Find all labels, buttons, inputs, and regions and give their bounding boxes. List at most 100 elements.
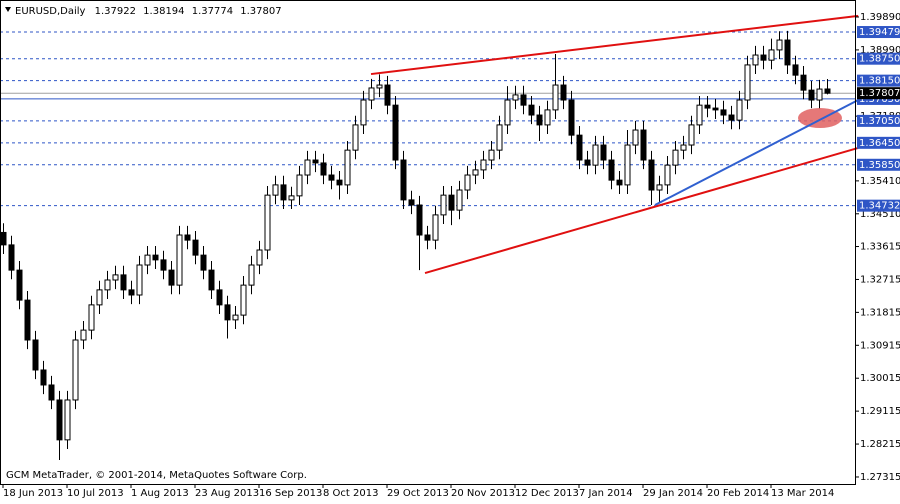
footer: GCM MetaTrader, © 2001-2014, MetaQuotes …	[6, 470, 307, 481]
candle-body	[104, 279, 111, 291]
candle-body	[456, 189, 463, 211]
candle-body	[824, 88, 831, 94]
axes: 1.398901.389901.371801.354101.345101.336…	[2, 12, 900, 499]
y-tick-label: 1.32715	[860, 274, 900, 285]
candle-body	[272, 184, 279, 196]
candle-body	[56, 399, 63, 441]
candle-body	[512, 94, 519, 101]
candle-body	[816, 88, 823, 101]
x-tick-label: 1 Aug 2013	[131, 488, 189, 499]
candle-body	[624, 144, 631, 186]
x-tick-label: 10 Jul 2013	[67, 488, 124, 499]
level-label: 1.38150	[859, 76, 900, 87]
candle-body	[264, 194, 271, 251]
y-tick-label: 1.35410	[860, 176, 900, 187]
symbol-icon	[5, 7, 11, 12]
level-label-box	[857, 52, 900, 65]
candle-body	[184, 234, 191, 241]
trendline	[370, 14, 859, 76]
candle-body	[144, 254, 151, 266]
x-tick-label: 16 Sep 2013	[259, 488, 322, 499]
low-value: 1.37774	[192, 6, 233, 17]
candle-body	[576, 134, 583, 161]
candle-body	[568, 99, 575, 136]
candle-body	[384, 84, 391, 106]
candle-body	[448, 194, 455, 211]
symbol: EURUSD,Daily	[15, 6, 86, 17]
candle-body	[360, 99, 367, 126]
candle-body	[520, 94, 527, 106]
candle-body	[224, 304, 231, 321]
candle-body	[344, 149, 351, 186]
candle-body	[0, 231, 7, 246]
candle-body	[128, 289, 135, 296]
candle-body	[600, 144, 607, 161]
candle-body	[200, 254, 207, 271]
level-label: 1.36450	[859, 138, 900, 149]
candle-body	[160, 259, 167, 271]
candle-body	[40, 369, 47, 386]
level-label-box	[857, 26, 900, 39]
candle-body	[152, 254, 159, 261]
candle-body	[440, 194, 447, 216]
candle-body	[168, 269, 175, 286]
candle-body	[120, 274, 127, 291]
candle-body	[312, 159, 319, 164]
close-value: 1.37807	[240, 6, 281, 17]
level-label: 1.39479	[859, 27, 900, 38]
candle-body	[608, 159, 615, 181]
candle-body	[336, 179, 343, 186]
candle-body	[136, 264, 143, 296]
candle-body	[208, 269, 215, 291]
candle-body	[792, 64, 799, 76]
y-tick-label: 1.28215	[860, 439, 900, 450]
x-tick-label: 20 Feb 2014	[707, 488, 769, 499]
candle-body	[776, 39, 783, 51]
candle-body	[96, 289, 103, 306]
y-tick-label: 1.33615	[860, 242, 900, 253]
candle-body	[304, 159, 311, 176]
trendline	[424, 146, 859, 275]
current-price-label: 1.37807	[859, 88, 900, 99]
candle-body	[480, 159, 487, 171]
candles	[0, 30, 831, 460]
candle-body	[544, 109, 551, 126]
candle-body	[88, 304, 95, 331]
candle-body	[504, 99, 511, 126]
candle-body	[528, 104, 535, 116]
candle-body	[680, 144, 687, 151]
y-tick-label: 1.31815	[860, 307, 900, 318]
y-tick-label: 1.29115	[860, 406, 900, 417]
level-label-box	[857, 114, 900, 127]
candle-body	[192, 239, 199, 256]
high-value: 1.38194	[143, 6, 184, 17]
level-label: 1.37650	[859, 94, 900, 105]
candle-body	[368, 87, 375, 101]
plot-frame	[0, 0, 856, 485]
level-label-box	[857, 136, 900, 149]
y-tick-label: 1.38990	[860, 45, 900, 56]
candle-body	[800, 74, 807, 91]
x-tick-label: 7 Jan 2014	[579, 488, 633, 499]
candle-body	[288, 195, 295, 201]
candle-body	[496, 124, 503, 151]
candle-body	[736, 99, 743, 121]
candle-body	[704, 104, 711, 109]
candle-body	[592, 144, 599, 166]
candle-body	[536, 114, 543, 126]
candle-body	[64, 399, 71, 441]
trendline	[654, 99, 859, 206]
candle-body	[240, 284, 247, 316]
candle-body	[232, 314, 239, 321]
level-label: 1.35850	[859, 160, 900, 171]
level-label-box	[857, 74, 900, 87]
candle-body	[560, 84, 567, 101]
x-tick-label: 8 Oct 2013	[323, 488, 378, 499]
y-tick-label: 1.30915	[860, 340, 900, 351]
candle-body	[392, 104, 399, 161]
annotations	[370, 14, 859, 275]
level-label: 1.37050	[859, 116, 900, 127]
candle-body	[808, 89, 815, 101]
x-tick-label: 23 Aug 2013	[195, 488, 259, 499]
